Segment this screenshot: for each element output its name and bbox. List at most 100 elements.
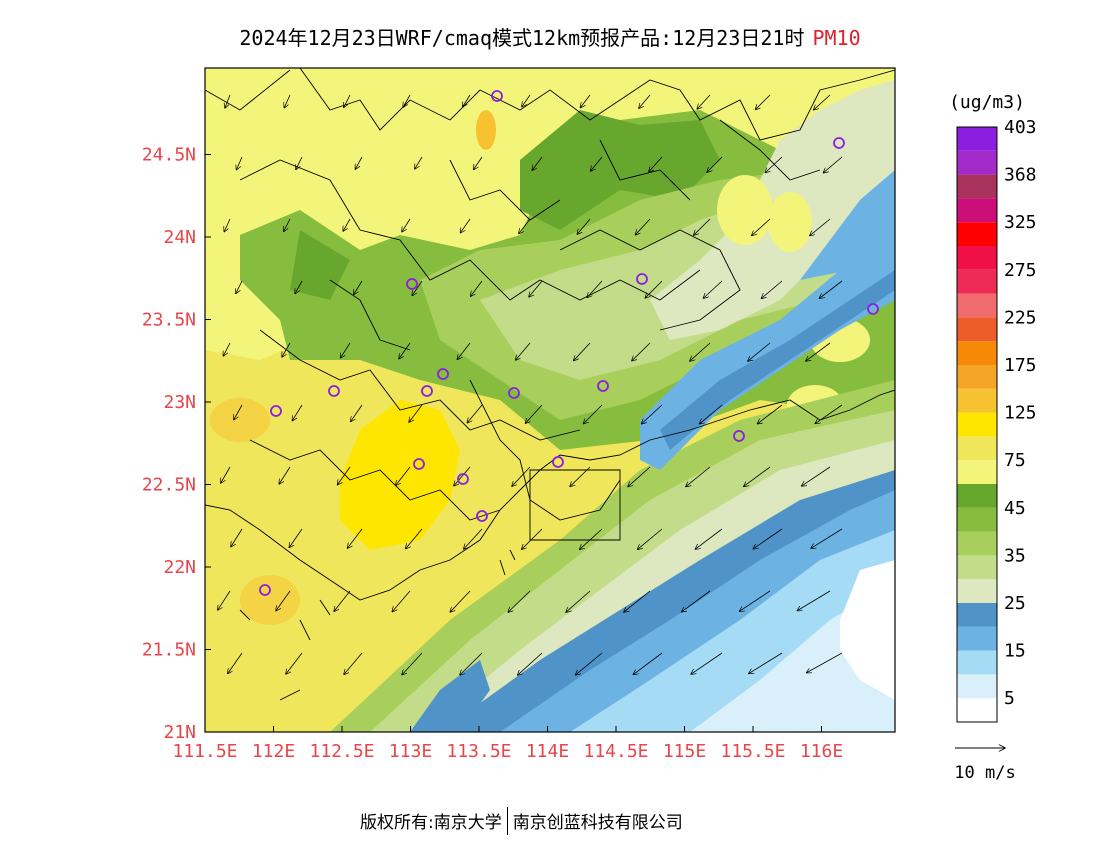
wind-arrow (518, 652, 543, 675)
wind-arrow (806, 342, 831, 361)
colorbar-cell (957, 317, 997, 342)
station-marker (259, 584, 271, 596)
field-orange-patch-2 (240, 575, 300, 625)
lon-tick-label: 113E (389, 741, 432, 762)
wind-arrow (340, 342, 351, 358)
colorbar-cell (957, 674, 997, 699)
wind-arrow (575, 652, 603, 675)
wind-arrow (457, 342, 471, 359)
colorbar-label: 325 (1004, 212, 1037, 233)
wind-arrow (580, 94, 591, 108)
colorbar-unit: (ug/m3) (949, 92, 1025, 113)
wind-arrow (810, 218, 831, 236)
wind-arrow (570, 466, 591, 487)
county-border-6 (329, 279, 411, 351)
station-marker (406, 278, 418, 290)
colorbar-frame (956, 126, 998, 723)
lon-tick-label: 113.5E (446, 741, 511, 762)
wind-arrow (753, 528, 783, 549)
lat-tick-label: 23N (163, 392, 196, 413)
colorbar-cell (957, 198, 997, 223)
station-marker (476, 510, 488, 522)
station-marker (457, 473, 469, 485)
station-marker (413, 458, 425, 470)
wind-arrow (467, 404, 483, 423)
colorbar-label: 35 (1004, 545, 1026, 566)
wind-arrow (334, 590, 351, 611)
lat-tick-label: 21N (163, 722, 196, 743)
wind-arrow (415, 156, 423, 169)
wind-arrow (806, 652, 843, 673)
lon-tick-label: 112.5E (309, 741, 374, 762)
wind-arrow (755, 94, 771, 110)
colorbar-cell (957, 246, 997, 270)
field-dark-green-2 (290, 230, 350, 300)
field-ne-blue (800, 170, 895, 280)
lon-tick-label: 114E (526, 741, 569, 762)
colorbar-cell (957, 293, 997, 318)
latitude-axis: 21N 21.5N 22N 22.5N 23N 23.5N 24N 24.5N (142, 145, 211, 743)
wind-arrow (343, 218, 351, 231)
wind-arrow (757, 404, 783, 424)
wind-arrow (577, 218, 591, 234)
station-marker (508, 387, 520, 399)
colorbar-label: 45 (1004, 498, 1026, 519)
wind-arrow (823, 156, 843, 173)
wind-arrow (218, 590, 231, 610)
wind-arrow (292, 404, 303, 421)
wind-arrow (286, 652, 303, 674)
county-border-4 (559, 229, 741, 331)
wind-arrow (574, 342, 591, 361)
wind-arrow (624, 590, 651, 612)
colorbar-cell (957, 460, 997, 484)
colorbar-cell (957, 484, 997, 508)
county-border-1 (239, 159, 701, 301)
colorbar: 5 15 25 35 45 75 125 175 225 275 325 368 403 (956, 117, 1037, 723)
wind-arrow (289, 528, 303, 548)
colorbar-cell (957, 579, 997, 603)
county-border-8 (719, 119, 821, 181)
wind-arrow (587, 280, 603, 298)
county-border-3 (249, 439, 501, 521)
field-high-core (340, 400, 460, 550)
wind-arrow (749, 652, 783, 674)
station-marker (491, 90, 503, 102)
colorbar-label: 403 (1004, 117, 1037, 138)
wind-arrow (699, 404, 723, 424)
colorbar-label: 175 (1004, 355, 1037, 376)
wind-arrow (814, 94, 831, 110)
wind-arrow (236, 280, 243, 294)
station-marker (421, 385, 433, 397)
colorbar-label: 368 (1004, 165, 1037, 186)
wind-arrow (464, 528, 483, 549)
wind-arrow (399, 342, 411, 359)
island-dots (239, 549, 516, 701)
wind-arrow (284, 94, 291, 108)
lon-tick-label: 114.5E (583, 741, 648, 762)
wind-arrow (765, 156, 783, 173)
wind-arrow (532, 156, 543, 170)
lat-tick-label: 22N (163, 557, 196, 578)
wind-arrow (396, 466, 411, 485)
wind-arrow (703, 280, 723, 298)
wind-arrow (686, 466, 711, 487)
copyright-divider (506, 807, 508, 835)
field-orange-patch-1 (210, 398, 270, 442)
wind-arrow (228, 652, 243, 674)
colorbar-cell (957, 365, 997, 389)
wind-arrow (460, 652, 483, 675)
wind-arrow (645, 280, 663, 298)
lon-tick-label: 116E (800, 741, 843, 762)
wind-arrow (295, 280, 303, 294)
wind-arrow (682, 590, 711, 612)
station-marker (733, 430, 745, 442)
colorbar-cell (957, 127, 997, 151)
field-ocean-white (840, 560, 895, 700)
wind-arrow (797, 590, 831, 611)
wind-arrow (637, 528, 663, 549)
wind-arrow (641, 404, 663, 424)
wind-arrow (234, 404, 243, 420)
wind-arrow (529, 280, 543, 297)
station-marker (833, 137, 845, 149)
wind-arrow (580, 528, 603, 549)
